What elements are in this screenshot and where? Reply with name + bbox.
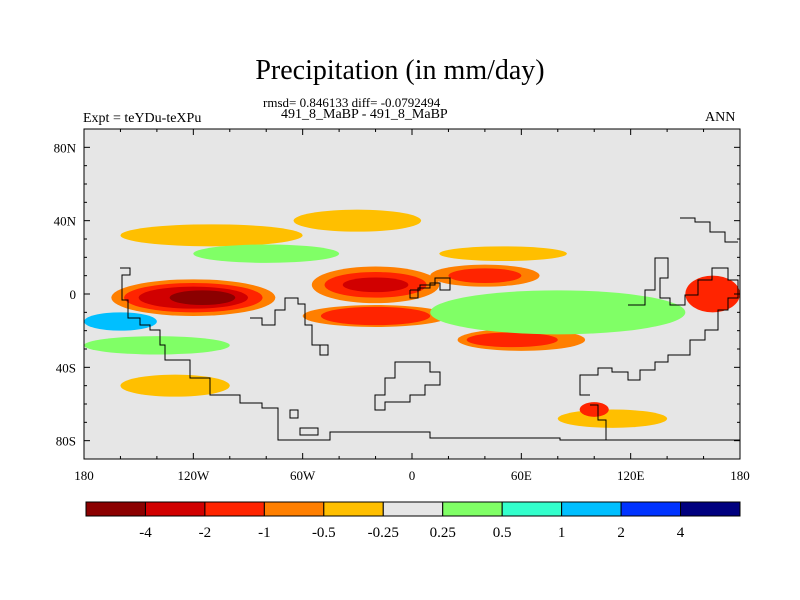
precip-anomaly-region [439,246,567,261]
colorbar-label: 4 [677,525,685,541]
precip-anomaly-region [430,290,686,335]
colorbar-swatch [204,501,265,517]
precip-anomaly-region [448,268,522,283]
colorbar-label: -4 [139,525,152,541]
stats-line: rmsd= 0.846133 diff= -0.0792494 [263,95,441,110]
colorbar-label: -2 [199,525,212,541]
precip-anomaly-region [169,290,236,305]
x-tick-label: 0 [409,468,416,483]
colorbar-label: 0.25 [430,525,456,541]
colorbar-swatch [144,501,206,517]
precip-anomaly-region [84,312,157,331]
colorbar-label: -0.25 [368,525,399,541]
coastline-small-islands [289,409,319,436]
coastline-south-america [250,297,329,356]
colorbar-swatch [620,501,682,517]
x-tick-label: 60E [511,468,532,483]
y-tick-label: 80S [56,434,76,449]
chart-subtitle: 491_8_MaBP - 491_8_MaBP [281,107,448,122]
precip-anomaly-region [579,402,609,417]
y-tick-label: 40N [54,214,77,229]
precip-anomaly-region [293,209,422,232]
precip-anomaly-region [193,244,340,263]
coastlines [120,217,740,441]
coastline-antarctic-peninsula [374,361,441,411]
coastline-australia [579,257,739,396]
x-tick-label: 180 [730,468,750,483]
colorbar-swatch [323,501,384,517]
precip-anomaly-region [120,374,230,397]
colorbar-swatch [382,501,444,517]
colorbar-label: 2 [617,525,625,541]
colorbar-label: -1 [258,525,271,541]
x-tick-label: 180 [74,468,94,483]
colorbar-swatch [85,501,146,517]
precip-anomaly-region [685,275,740,313]
colorbar-swatch [501,501,563,517]
x-tick-label: 120W [177,468,210,483]
y-tick-label: 80N [54,140,77,155]
colorbar-swatch [680,501,741,517]
y-tick-label: 40S [56,360,76,375]
precip-anomaly-region [120,224,303,247]
colorbar-label: 0.5 [493,525,512,541]
experiment-label: Expt = teYDu-teXPu [83,111,202,126]
axes: 180 120W 60W 0 60E 120E 180 80N 40N 0 40S 80S [54,129,750,483]
colorbar: -4 -2 -1 -0.5 -0.25 0.25 0.5 1 2 4 [85,501,741,541]
colorbar-swatch [561,501,622,517]
precip-anomaly-region [466,332,558,348]
precip-anomaly-region [557,409,668,428]
precip-anomaly-region [320,306,431,326]
coastline-s-ocean-island [590,404,607,441]
precip-anomaly-region [84,336,230,355]
colorbar-swatch [442,501,503,517]
coastline-ne-pacific [680,217,738,243]
chart-title: Precipitation (in mm/day) [255,55,545,86]
x-tick-label: 120E [617,468,645,483]
y-tick-label: 0 [70,287,77,302]
colorbar-label: 1 [558,525,566,541]
x-tick-label: 60W [290,468,316,483]
precip-anomaly-region [342,277,409,293]
colorbar-swatch [263,501,325,517]
season-label: ANN [705,110,736,125]
colorbar-label: -0.5 [312,525,336,541]
coastline-africa [409,277,451,299]
coastline-americas [120,267,740,441]
map-field [84,129,740,459]
